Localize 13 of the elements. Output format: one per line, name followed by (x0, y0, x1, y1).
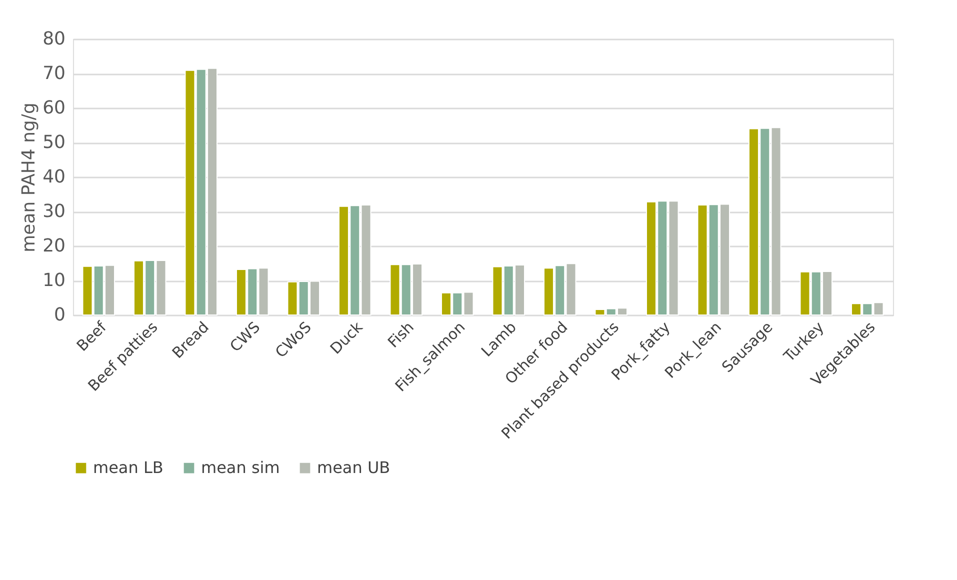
legend-label: mean LB (93, 458, 164, 478)
y-tick-label: 50 (42, 132, 66, 153)
legend-label: mean UB (317, 458, 390, 478)
y-tick-label: 60 (42, 98, 66, 118)
y-tick-label: 40 (42, 166, 66, 188)
y-tick-label: 0 (54, 304, 66, 326)
y-axis-title: mean PAH4 ng/g (18, 102, 40, 252)
y-tick-label: 70 (42, 63, 66, 84)
y-tick-label: 20 (42, 236, 66, 256)
y-tick-label: 10 (42, 270, 66, 291)
legend-label: mean sim (201, 458, 280, 478)
y-tick-label: 30 (42, 201, 66, 222)
y-tick-label: 80 (42, 28, 66, 50)
